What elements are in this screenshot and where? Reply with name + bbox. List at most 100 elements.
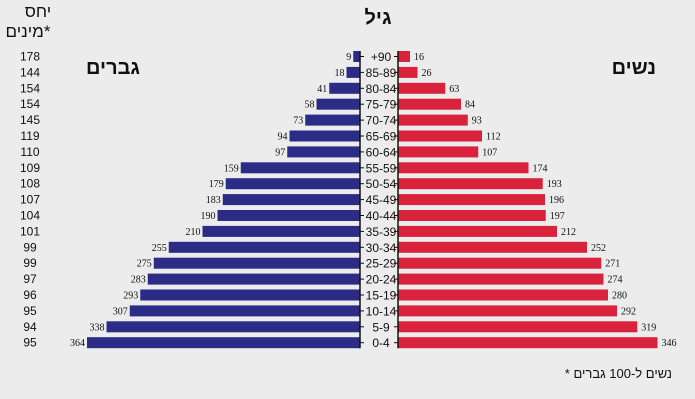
sex-ratio-value: 145 — [20, 113, 40, 127]
sex-ratio-value: 104 — [20, 209, 40, 223]
age-group-label: 40-44 — [366, 209, 397, 223]
data-label-women: 212 — [561, 227, 576, 238]
data-label-men: 183 — [206, 195, 221, 206]
sex-ratio-value: 154 — [20, 97, 40, 111]
bar-men — [346, 66, 360, 78]
age-axis: +90 178 85-89 144 80-84 154 75-79 154 70-74 145 65… — [20, 50, 399, 350]
data-label-women: 292 — [621, 306, 636, 317]
bar-men — [87, 337, 360, 349]
bar-men — [329, 82, 360, 94]
bar-women — [398, 305, 617, 317]
bar-men — [106, 321, 360, 333]
data-label-women: 174 — [533, 163, 548, 174]
age-group-label: 60-64 — [366, 145, 397, 159]
data-label-women: 93 — [472, 116, 482, 127]
data-label-men: 73 — [293, 116, 303, 127]
data-label-men: 179 — [209, 179, 224, 190]
data-label-women: 271 — [605, 259, 620, 270]
bar-women — [398, 162, 529, 174]
bar-women — [398, 82, 446, 94]
bar-men — [168, 241, 360, 253]
bar-women — [398, 114, 468, 126]
bar-women — [398, 146, 479, 158]
bar-women — [398, 210, 546, 221]
data-label-women: 274 — [608, 275, 623, 286]
data-label-women: 26 — [422, 68, 432, 79]
data-label-women: 319 — [641, 322, 656, 333]
sex-ratio-value: 99 — [23, 240, 37, 254]
data-label-men: 9 — [346, 52, 351, 63]
sex-ratio-value: 95 — [23, 336, 37, 350]
age-group-label: 85-89 — [366, 66, 397, 80]
bar-men — [222, 194, 360, 206]
data-label-men: 58 — [305, 100, 315, 111]
bar-men — [225, 178, 360, 190]
data-label-men: 275 — [137, 259, 152, 270]
bar-women — [398, 194, 545, 206]
women-series-label: נשים — [612, 57, 656, 79]
age-group-label: 35-39 — [366, 225, 397, 239]
bar-men — [316, 98, 360, 110]
bar-women — [398, 66, 418, 78]
sex-ratio-value: 95 — [23, 304, 37, 318]
data-label-men: 210 — [186, 227, 201, 238]
data-label-women: 107 — [482, 147, 497, 158]
age-group-label: 0-4 — [372, 336, 390, 350]
sex-ratio-value: 154 — [20, 81, 40, 95]
bar-men — [153, 257, 360, 269]
data-label-men: 283 — [131, 275, 146, 286]
data-label-men: 307 — [113, 306, 128, 317]
age-group-label: 65-69 — [366, 130, 397, 144]
sex-ratio-value: 108 — [20, 177, 40, 191]
data-label-women: 280 — [612, 291, 627, 302]
age-group-label: 30-34 — [366, 241, 397, 255]
sex-ratio-value: 144 — [20, 65, 40, 79]
bar-men — [140, 289, 360, 301]
sex-ratio-value: 107 — [20, 193, 40, 207]
bar-women — [398, 289, 608, 301]
bar-men — [202, 225, 360, 237]
age-group-label: 80-84 — [366, 82, 397, 96]
bar-women — [398, 178, 543, 190]
bar-women — [398, 98, 461, 110]
data-label-women: 197 — [550, 211, 565, 222]
sex-ratio-value: 178 — [20, 50, 40, 64]
data-label-men: 97 — [275, 147, 285, 158]
data-label-men: 293 — [123, 291, 138, 302]
data-label-women: 16 — [414, 52, 424, 63]
bar-women — [398, 241, 587, 253]
data-label-women: 63 — [449, 84, 459, 95]
data-label-men: 190 — [201, 211, 216, 222]
data-label-women: 112 — [486, 132, 501, 143]
sex-ratio-value: 94 — [23, 320, 37, 334]
bar-men — [353, 51, 360, 62]
sex-ratio-header-line-2: מינים* — [6, 22, 51, 41]
bar-women — [398, 225, 557, 237]
age-group-label: 45-49 — [366, 193, 397, 207]
age-group-label: 10-14 — [366, 304, 397, 318]
bar-men — [129, 305, 360, 317]
bar-men — [217, 210, 360, 221]
bar-women — [398, 321, 638, 333]
sex-ratio-value: 119 — [20, 129, 39, 143]
data-label-men: 159 — [224, 163, 239, 174]
age-group-label: 50-54 — [366, 177, 397, 191]
bar-women — [398, 337, 658, 349]
data-label-women: 193 — [547, 179, 562, 190]
data-label-men: 364 — [70, 338, 85, 349]
data-label-men: 18 — [335, 68, 345, 79]
data-label-women: 346 — [662, 338, 677, 349]
age-group-label: 20-24 — [366, 273, 397, 287]
men-series-label: גברים — [86, 57, 140, 79]
data-label-women: 252 — [591, 243, 606, 254]
sex-ratio-value: 99 — [23, 256, 37, 270]
bars-layer: 9 16 18 26 41 63 58 84 73 93 94 112 97 107 159 174 179 19… — [70, 51, 677, 349]
bar-women — [398, 273, 604, 285]
bar-men — [287, 146, 360, 158]
bar-men — [305, 114, 360, 126]
sex-ratio-header-line-1: יחס — [25, 2, 51, 21]
age-group-label: 55-59 — [366, 161, 397, 175]
bar-women — [398, 130, 482, 142]
